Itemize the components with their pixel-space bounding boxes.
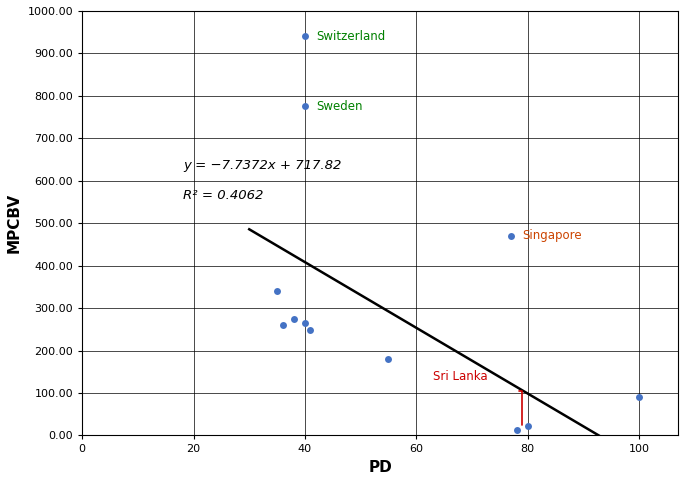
Text: Sweden: Sweden — [316, 100, 362, 113]
Text: y = −7.7372x + 717.82: y = −7.7372x + 717.82 — [184, 160, 342, 173]
Point — [506, 232, 516, 240]
Text: Sri Lanka: Sri Lanka — [433, 370, 488, 383]
Point — [271, 287, 282, 295]
Point — [383, 355, 394, 363]
Text: R² = 0.4062: R² = 0.4062 — [184, 189, 264, 202]
Point — [299, 103, 310, 110]
Point — [522, 422, 533, 430]
Text: Singapore: Singapore — [522, 229, 582, 242]
Text: Switzerland: Switzerland — [316, 30, 385, 43]
Point — [299, 319, 310, 327]
Y-axis label: MPCBV: MPCBV — [7, 193, 22, 253]
Point — [299, 33, 310, 40]
Point — [634, 393, 645, 401]
Point — [277, 321, 288, 329]
Point — [288, 315, 299, 322]
Point — [305, 326, 316, 334]
Point — [511, 427, 522, 434]
X-axis label: PD: PD — [369, 460, 392, 475]
